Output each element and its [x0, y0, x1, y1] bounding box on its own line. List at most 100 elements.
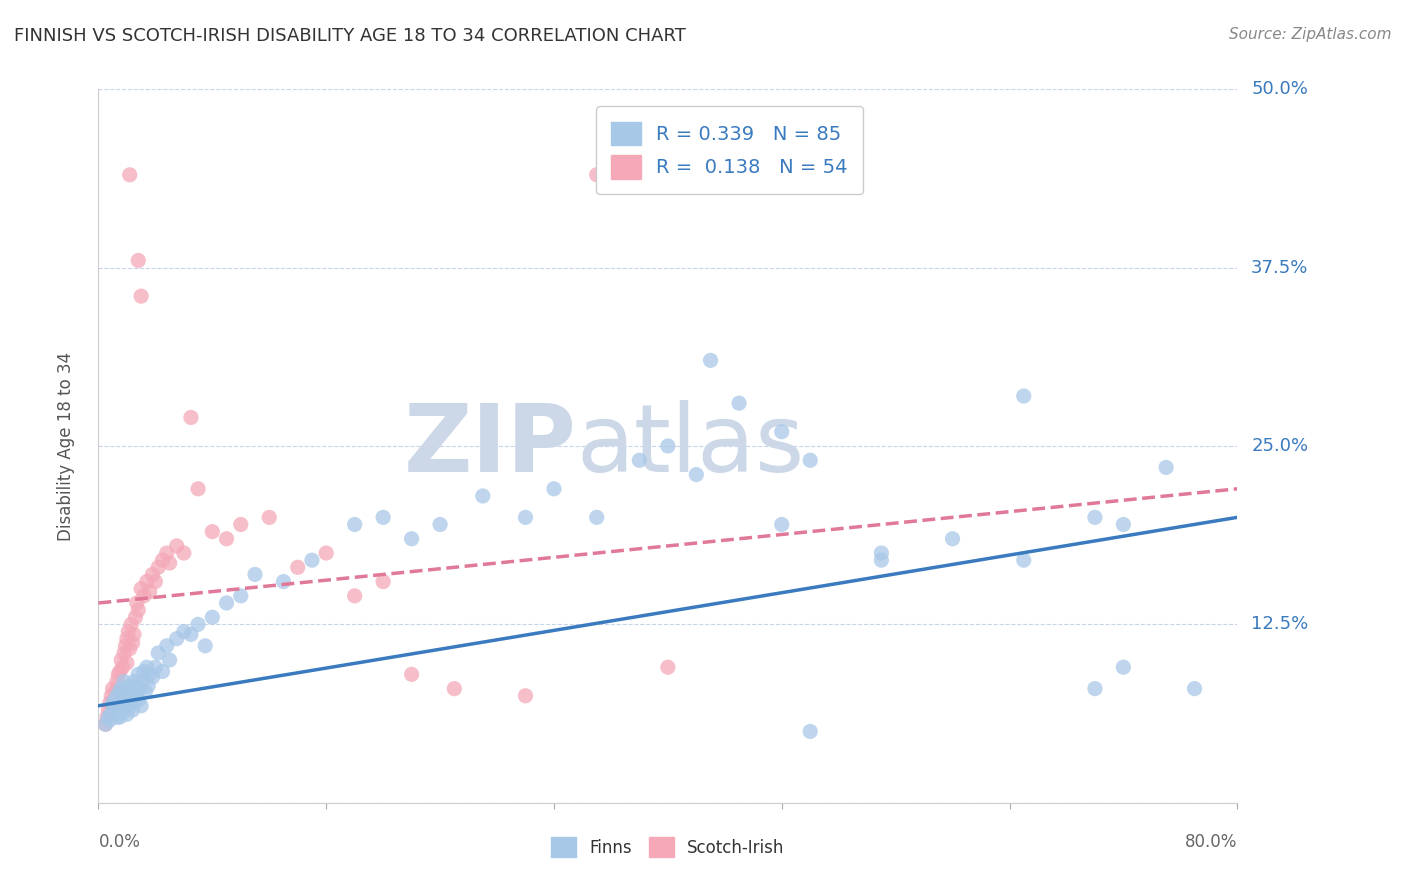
Point	[1184, 681, 1206, 696]
Point	[101, 703, 124, 717]
Point	[118, 641, 141, 656]
Point	[628, 453, 651, 467]
Point	[187, 482, 209, 496]
Point	[129, 582, 152, 596]
Point	[98, 696, 121, 710]
Text: FINNISH VS SCOTCH-IRISH DISABILITY AGE 18 TO 34 CORRELATION CHART: FINNISH VS SCOTCH-IRISH DISABILITY AGE 1…	[14, 27, 686, 45]
Point	[373, 510, 395, 524]
Point	[180, 410, 202, 425]
Point	[229, 589, 252, 603]
Point	[97, 703, 120, 717]
Point	[129, 289, 152, 303]
Point	[148, 560, 170, 574]
Point	[121, 703, 143, 717]
Point	[373, 574, 395, 589]
Point	[115, 632, 138, 646]
Point	[799, 724, 821, 739]
Point	[134, 684, 156, 698]
Point	[152, 665, 174, 679]
Point	[138, 584, 160, 599]
Point	[401, 667, 423, 681]
Point	[166, 539, 188, 553]
Point	[1154, 460, 1177, 475]
Point	[148, 646, 170, 660]
Point	[443, 681, 465, 696]
Point	[728, 396, 751, 410]
Point	[273, 574, 295, 589]
Text: 12.5%: 12.5%	[1251, 615, 1309, 633]
Point	[180, 627, 202, 641]
Point	[156, 639, 179, 653]
Point	[515, 510, 537, 524]
Point	[138, 667, 160, 681]
Text: 25.0%: 25.0%	[1251, 437, 1309, 455]
Point	[127, 253, 149, 268]
Point	[117, 693, 139, 707]
Point	[201, 610, 224, 624]
Point	[101, 696, 124, 710]
Point	[129, 698, 152, 713]
Point	[173, 546, 195, 560]
Text: 80.0%: 80.0%	[1185, 833, 1237, 851]
Point	[152, 553, 174, 567]
Point	[657, 439, 679, 453]
Point	[141, 670, 163, 684]
Point	[585, 510, 607, 524]
Point	[125, 596, 148, 610]
Point	[112, 674, 135, 689]
Point	[115, 684, 138, 698]
Point	[118, 679, 141, 693]
Point	[103, 698, 125, 713]
Point	[108, 684, 131, 698]
Point	[127, 603, 149, 617]
Point	[105, 689, 128, 703]
Legend: Finns, Scotch-Irish: Finns, Scotch-Irish	[543, 829, 793, 866]
Point	[122, 696, 145, 710]
Point	[343, 517, 366, 532]
Point	[111, 660, 134, 674]
Point	[98, 713, 121, 727]
Point	[108, 684, 131, 698]
Point	[110, 681, 132, 696]
Point	[166, 632, 188, 646]
Point	[870, 546, 893, 560]
Point	[1112, 660, 1135, 674]
Point	[145, 660, 167, 674]
Point	[132, 665, 155, 679]
Point	[1012, 553, 1035, 567]
Point	[105, 674, 128, 689]
Point	[97, 710, 120, 724]
Point	[94, 717, 117, 731]
Point	[215, 532, 238, 546]
Point	[243, 567, 266, 582]
Point	[159, 556, 181, 570]
Point	[194, 639, 217, 653]
Point	[699, 353, 721, 368]
Point	[136, 679, 159, 693]
Point	[112, 646, 135, 660]
Point	[343, 589, 366, 603]
Point	[94, 717, 117, 731]
Y-axis label: Disability Age 18 to 34: Disability Age 18 to 34	[56, 351, 75, 541]
Point	[770, 425, 793, 439]
Point	[115, 656, 138, 670]
Point	[120, 617, 142, 632]
Point	[101, 698, 124, 713]
Point	[401, 532, 423, 546]
Text: 37.5%: 37.5%	[1251, 259, 1309, 277]
Point	[124, 689, 146, 703]
Point	[132, 589, 155, 603]
Point	[110, 653, 132, 667]
Point	[122, 627, 145, 641]
Point	[301, 553, 323, 567]
Point	[942, 532, 965, 546]
Point	[215, 596, 238, 610]
Point	[117, 624, 139, 639]
Text: ZIP: ZIP	[404, 400, 576, 492]
Point	[515, 689, 537, 703]
Point	[127, 693, 149, 707]
Point	[770, 517, 793, 532]
Point	[121, 636, 143, 650]
Point	[101, 681, 124, 696]
Point	[471, 489, 494, 503]
